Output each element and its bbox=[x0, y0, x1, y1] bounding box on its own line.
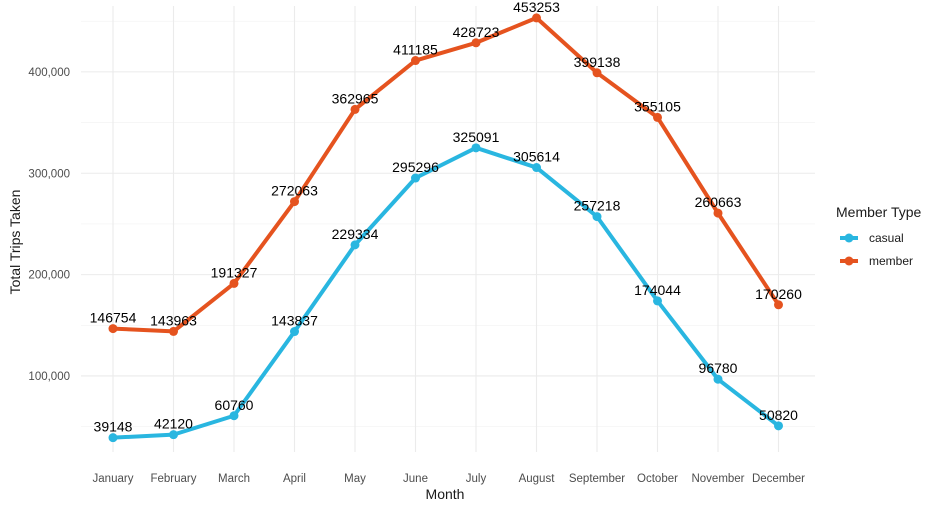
x-tick-label: May bbox=[344, 473, 366, 485]
data-point-member bbox=[229, 278, 239, 288]
x-tick-label: July bbox=[466, 473, 487, 485]
data-label-casual: 325091 bbox=[453, 129, 500, 145]
legend-key-point-member bbox=[844, 256, 854, 266]
data-label-casual: 143837 bbox=[271, 313, 318, 329]
data-point-member bbox=[653, 112, 662, 122]
data-label-member: 399138 bbox=[574, 54, 621, 70]
data-point-member bbox=[532, 13, 541, 23]
y-axis-ticks: 100,000 200,000 300,000 400,000 bbox=[28, 67, 70, 383]
legend-label-member: member bbox=[869, 254, 913, 268]
data-point-member bbox=[774, 300, 783, 310]
data-point-casual bbox=[774, 421, 783, 431]
data-point-casual bbox=[108, 433, 118, 443]
data-label-member: 191327 bbox=[211, 264, 258, 280]
x-tick-label: August bbox=[519, 473, 556, 485]
data-label-member: 411185 bbox=[393, 42, 438, 58]
data-point-member bbox=[290, 197, 299, 207]
legend-key-point-casual bbox=[844, 233, 854, 243]
data-label-member: 362965 bbox=[332, 90, 379, 106]
y-tick-label: 400,000 bbox=[28, 67, 70, 79]
x-axis-ticks: January February March April May June July Augu… bbox=[93, 473, 806, 485]
x-tick-label: December bbox=[752, 473, 805, 485]
y-tick-label: 300,000 bbox=[28, 168, 70, 180]
data-label-member: 143963 bbox=[150, 312, 197, 328]
x-tick-label: November bbox=[691, 473, 744, 485]
data-label-casual: 295296 bbox=[392, 159, 439, 175]
data-label-member: 428723 bbox=[453, 24, 500, 40]
data-label-member: 170260 bbox=[755, 286, 802, 302]
grid-minor bbox=[81, 20, 815, 427]
data-point-casual bbox=[532, 163, 541, 173]
data-label-casual: 257218 bbox=[574, 198, 621, 214]
data-point-casual bbox=[713, 374, 723, 384]
data-label-member: 146754 bbox=[90, 310, 137, 326]
legend: Member Type casual member bbox=[836, 204, 922, 268]
grid-major bbox=[81, 6, 815, 452]
data-point-casual bbox=[290, 327, 299, 337]
legend-label-casual: casual bbox=[869, 231, 904, 245]
legend-title: Member Type bbox=[836, 204, 922, 220]
data-point-member bbox=[169, 326, 178, 336]
data-point-casual bbox=[229, 411, 239, 421]
series-line-casual bbox=[111, 145, 781, 440]
series-line-member bbox=[111, 15, 781, 334]
data-label-casual: 42120 bbox=[154, 416, 193, 432]
y-tick-label: 200,000 bbox=[28, 270, 70, 282]
data-point-member bbox=[108, 324, 118, 334]
data-point-member bbox=[471, 38, 481, 48]
data-label-casual: 39148 bbox=[94, 419, 133, 435]
data-point-member bbox=[713, 208, 723, 218]
data-point-casual bbox=[653, 296, 662, 306]
x-tick-label: March bbox=[218, 473, 250, 485]
data-label-member: 355105 bbox=[634, 98, 681, 114]
x-tick-label: April bbox=[283, 473, 306, 485]
data-point-member bbox=[592, 68, 602, 78]
data-point-casual bbox=[592, 212, 602, 222]
data-point-casual bbox=[350, 240, 360, 250]
y-tick-label: 100,000 bbox=[28, 371, 70, 383]
x-tick-label: January bbox=[93, 473, 134, 485]
data-label-casual: 60760 bbox=[215, 397, 254, 413]
data-label-casual: 229334 bbox=[332, 226, 379, 242]
data-labels: 39148 42120 60760 143837 229334 295296 325091 3… bbox=[90, 0, 802, 435]
data-label-casual: 50820 bbox=[759, 407, 798, 423]
x-tick-label: September bbox=[569, 473, 625, 485]
data-label-casual: 305614 bbox=[513, 149, 560, 165]
y-axis-title: Total Trips Taken bbox=[7, 190, 23, 295]
data-point-member bbox=[411, 56, 420, 66]
data-label-casual: 96780 bbox=[699, 360, 738, 376]
series-layer bbox=[108, 13, 783, 443]
data-point-member bbox=[350, 104, 360, 114]
data-label-member: 260663 bbox=[695, 194, 742, 210]
data-point-casual bbox=[169, 430, 178, 440]
data-point-casual bbox=[471, 143, 481, 153]
data-label-member: 453253 bbox=[513, 0, 560, 15]
x-tick-label: October bbox=[637, 473, 678, 485]
data-label-member: 272063 bbox=[271, 183, 318, 199]
data-label-casual: 174044 bbox=[634, 282, 681, 298]
x-tick-label: June bbox=[403, 473, 428, 485]
x-tick-label: February bbox=[150, 473, 196, 485]
x-axis-title: Month bbox=[426, 486, 465, 502]
data-point-casual bbox=[411, 173, 420, 183]
